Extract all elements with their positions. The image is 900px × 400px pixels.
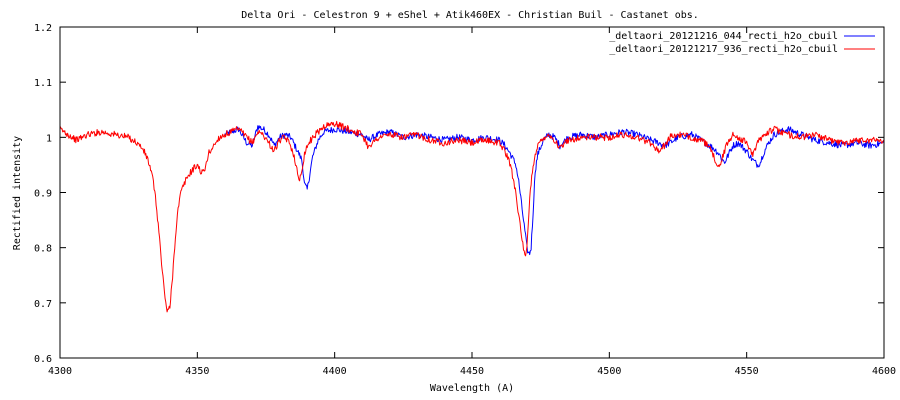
x-tick-label: 4600	[872, 366, 896, 377]
y-axis-label: Rectified intensity	[12, 136, 23, 250]
x-tick-label: 4450	[460, 366, 484, 377]
legend: _deltaori_20121216_044_recti_h2o_cbuil _…	[609, 31, 875, 55]
x-tick-label: 4500	[597, 366, 621, 377]
y-tick-label: 0.6	[34, 354, 52, 365]
y-tick-label: 1.1	[34, 78, 52, 89]
series-line-1	[224, 125, 885, 256]
axis-ticks: 4300 4350 4400 4450 4500 4550 4600 0.6 0.7 0.8 0.9…	[34, 23, 896, 377]
series-layer	[59, 120, 885, 313]
chart-title: Delta Ori - Celestron 9 + eShel + Atik46…	[241, 10, 699, 21]
y-tick-label: 1	[46, 133, 52, 144]
legend-label-series-1: _deltaori_20121216_044_recti_h2o_cbuil	[609, 31, 838, 42]
y-tick-label: 0.8	[34, 244, 52, 255]
plot-frame	[59, 26, 885, 359]
x-axis-label: Wavelength (A)	[430, 383, 514, 394]
x-tick-label: 4400	[323, 366, 347, 377]
x-tick-label: 4350	[185, 366, 209, 377]
legend-label-series-2: _deltaori_20121217_936_recti_h2o_cbuil	[609, 44, 838, 55]
x-tick-label: 4300	[48, 366, 72, 377]
y-tick-label: 0.9	[34, 189, 52, 200]
y-tick-label: 1.2	[34, 23, 52, 34]
series-line-2	[59, 120, 885, 313]
y-tick-label: 0.7	[34, 299, 52, 310]
x-tick-label: 4550	[735, 366, 759, 377]
